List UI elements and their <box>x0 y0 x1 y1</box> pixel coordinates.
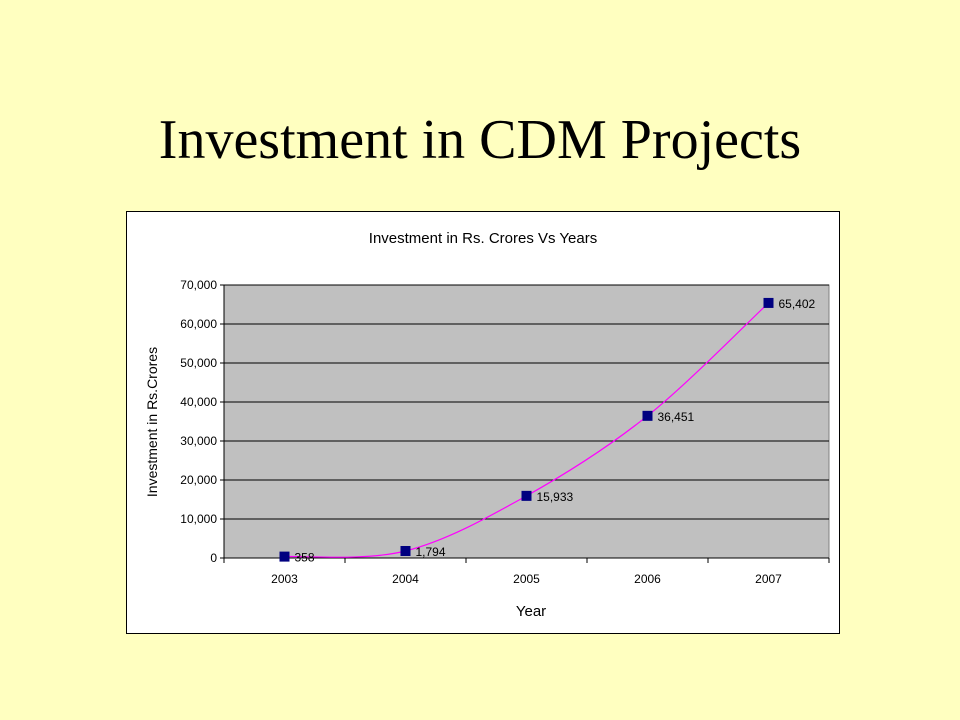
y-axis: 0 10,000 20,000 30,000 40,000 50,000 60,000 70,… <box>180 278 225 565</box>
data-point-marker <box>642 410 653 421</box>
y-tick-label: 30,000 <box>180 434 217 448</box>
x-axis-title: Year <box>516 603 546 620</box>
y-tick-label: 10,000 <box>180 512 217 526</box>
x-tick-label: 2006 <box>634 572 661 586</box>
x-tick-label: 2004 <box>392 572 419 586</box>
data-point-marker <box>763 297 774 308</box>
slide-title: Investment in CDM Projects <box>158 109 802 171</box>
y-tick-label: 20,000 <box>180 473 217 487</box>
series-investment: 358 1,794 15,933 36,451 65,402 <box>279 297 816 565</box>
x-tick-label: 2005 <box>513 572 540 586</box>
y-tick-label: 50,000 <box>180 356 217 370</box>
y-tick-label: 60,000 <box>180 317 217 331</box>
data-label: 36,451 <box>658 410 695 424</box>
chart-frame: Investment in Rs. Crores Vs Years 0 10,00… <box>126 211 840 634</box>
data-point-marker <box>400 546 411 557</box>
x-tick-label: 2007 <box>755 572 782 586</box>
plot-area <box>223 284 830 559</box>
y-tick-label: 70,000 <box>180 278 217 292</box>
y-tick-label: 40,000 <box>180 395 217 409</box>
data-point-marker <box>279 551 290 562</box>
data-label: 358 <box>295 551 315 565</box>
data-label: 15,933 <box>537 490 574 504</box>
data-label: 1,794 <box>416 545 446 559</box>
y-tick-label: 0 <box>210 551 217 565</box>
x-tick-label: 2003 <box>271 572 298 586</box>
y-axis-title: Investment in Rs.Crores <box>144 347 160 497</box>
data-point-marker <box>521 490 532 501</box>
grid-lines <box>224 284 829 520</box>
chart-title: Investment in Rs. Crores Vs Years <box>369 230 597 247</box>
data-label: 65,402 <box>779 297 816 311</box>
x-axis: 2003 2004 2005 2006 2007 <box>223 557 830 586</box>
line-chart: Investment in Rs. Crores Vs Years 0 10,00… <box>144 230 830 620</box>
